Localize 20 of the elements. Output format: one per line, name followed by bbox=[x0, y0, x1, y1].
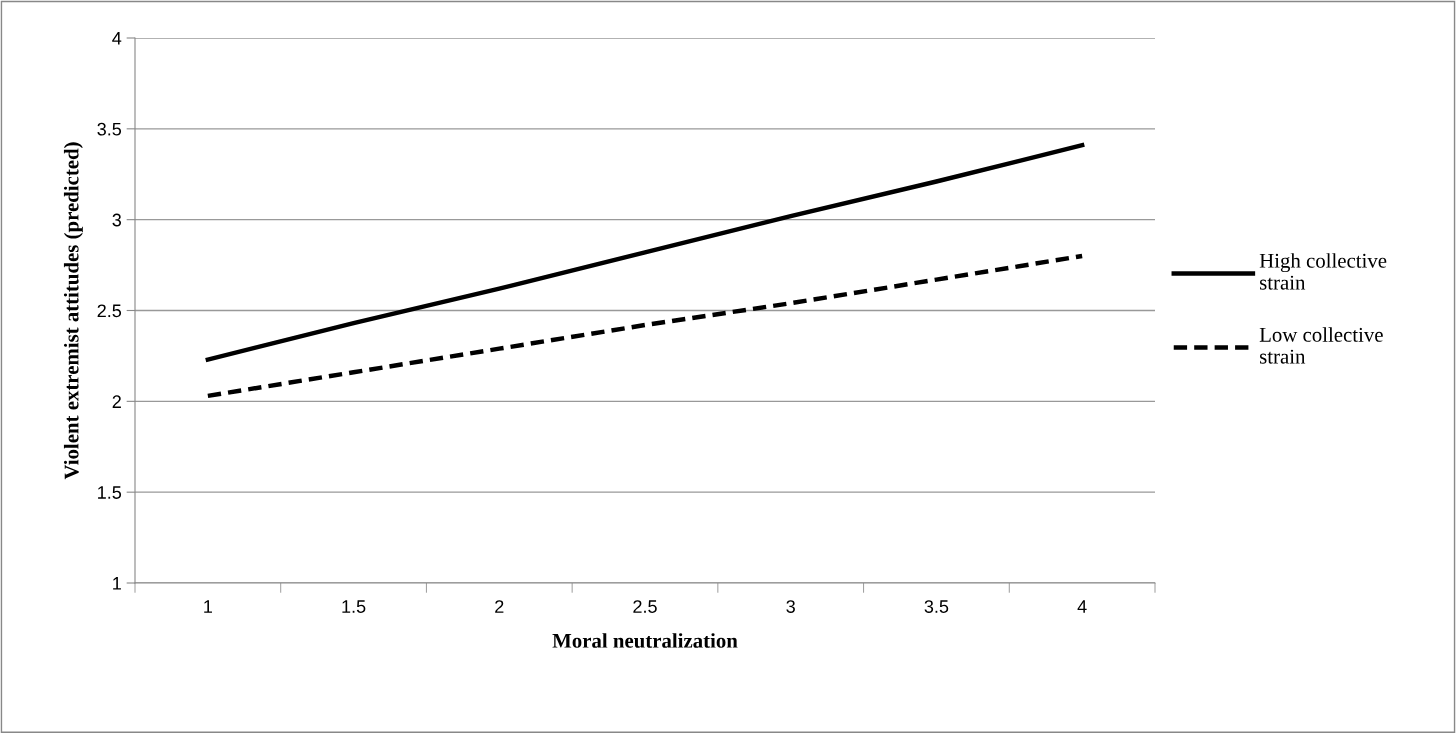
line-series bbox=[205, 142, 1085, 362]
legend-label: High collective strain bbox=[1259, 253, 1387, 290]
y-tick-label: 1 bbox=[113, 577, 121, 590]
y-tick-label: 2 bbox=[112, 395, 121, 408]
x-tick-label: 3 bbox=[786, 600, 795, 613]
y-tick-label: 4 bbox=[112, 32, 122, 45]
y-tick-label: 3.5 bbox=[97, 122, 122, 136]
x-tick-label: 1.5 bbox=[342, 600, 366, 613]
x-axis-title: Moral neutralization bbox=[552, 633, 738, 648]
x-tick-label: 4 bbox=[1077, 600, 1087, 613]
legend-label: Low collective strain bbox=[1259, 327, 1383, 364]
y-axis-title: Violent extremist attitudes (predicted) bbox=[63, 142, 83, 480]
x-tick-label: 3.5 bbox=[924, 600, 949, 613]
x-tick-label: 2 bbox=[495, 600, 504, 613]
x-tick-label: 1 bbox=[204, 600, 212, 613]
y-tick-label: 1.5 bbox=[98, 486, 122, 499]
line-series bbox=[205, 253, 1085, 399]
y-tick-label: 2.5 bbox=[97, 304, 122, 318]
y-tick-label: 3 bbox=[112, 213, 122, 227]
x-tick-label: 2.5 bbox=[633, 600, 657, 613]
